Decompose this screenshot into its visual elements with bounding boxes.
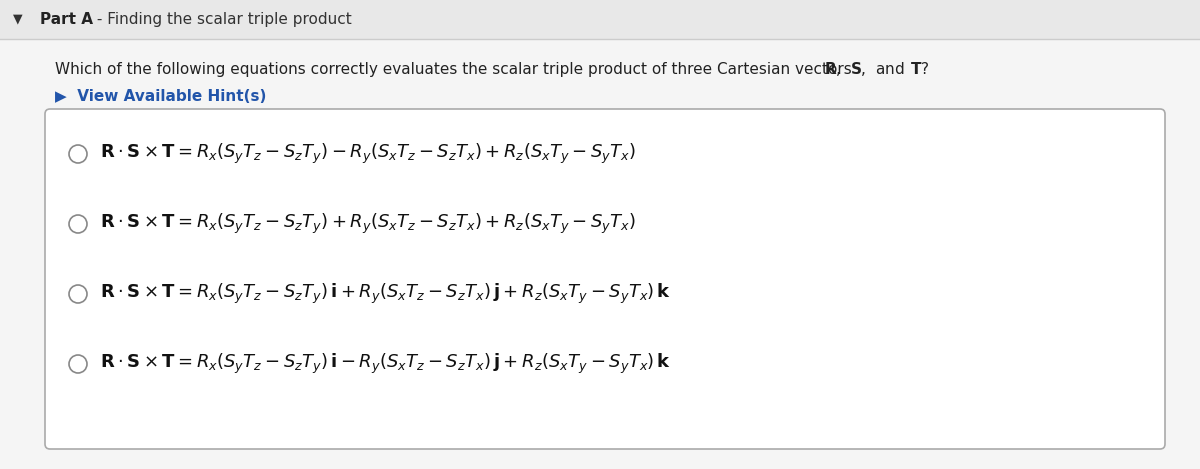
Text: ▶  View Available Hint(s): ▶ View Available Hint(s)	[55, 89, 266, 104]
Text: $\mathbf{R} \cdot \mathbf{S} \times \mathbf{T} = R_x(S_yT_z - S_zT_y) + R_y(S_xT: $\mathbf{R} \cdot \mathbf{S} \times \mat…	[100, 212, 636, 236]
Text: $\mathbf{T}$?: $\mathbf{T}$?	[910, 61, 929, 77]
Text: $\mathbf{R} \cdot \mathbf{S} \times \mathbf{T} = R_x(S_yT_z - S_zT_y) - R_y(S_xT: $\mathbf{R} \cdot \mathbf{S} \times \mat…	[100, 142, 636, 166]
Text: Which of the following equations correctly evaluates the scalar triple product o: Which of the following equations correct…	[55, 61, 857, 76]
Text: $\mathbf{R}$,: $\mathbf{R}$,	[824, 60, 841, 78]
Text: $\mathbf{R} \cdot \mathbf{S} \times \mathbf{T} = R_x(S_yT_z - S_zT_y)\,\mathbf{i: $\mathbf{R} \cdot \mathbf{S} \times \mat…	[100, 352, 671, 376]
Text: Part A: Part A	[40, 12, 94, 27]
Text: - Finding the scalar triple product: - Finding the scalar triple product	[92, 12, 352, 27]
Text: ▼: ▼	[13, 13, 23, 25]
FancyBboxPatch shape	[46, 109, 1165, 449]
Text: $\mathbf{R} \cdot \mathbf{S} \times \mathbf{T} = R_x(S_yT_z - S_zT_y)\,\mathbf{i: $\mathbf{R} \cdot \mathbf{S} \times \mat…	[100, 282, 671, 306]
Text: $\mathbf{S}$,  and: $\mathbf{S}$, and	[850, 60, 905, 78]
FancyBboxPatch shape	[0, 0, 1200, 39]
